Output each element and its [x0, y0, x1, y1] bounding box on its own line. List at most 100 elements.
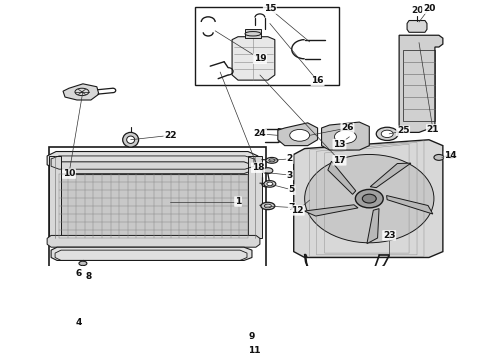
Text: 6: 6	[76, 269, 82, 278]
Ellipse shape	[79, 261, 87, 266]
Ellipse shape	[355, 189, 383, 208]
Text: 10: 10	[63, 169, 75, 178]
Ellipse shape	[434, 154, 444, 160]
Ellipse shape	[264, 181, 276, 187]
Polygon shape	[328, 161, 356, 194]
Text: 17: 17	[333, 156, 346, 165]
Text: 20: 20	[423, 4, 435, 13]
Ellipse shape	[267, 182, 273, 186]
Text: 25: 25	[397, 126, 409, 135]
Text: 11: 11	[248, 346, 260, 355]
Bar	[59, 174, 248, 238]
Text: 21: 21	[427, 125, 439, 134]
Text: 7: 7	[289, 203, 295, 212]
Ellipse shape	[175, 291, 189, 297]
Polygon shape	[232, 37, 275, 80]
Ellipse shape	[290, 130, 310, 141]
Ellipse shape	[122, 132, 139, 147]
Text: 11: 11	[248, 346, 260, 355]
Text: 13: 13	[333, 140, 346, 149]
Text: 19: 19	[254, 54, 266, 63]
Polygon shape	[321, 122, 369, 150]
Polygon shape	[63, 84, 99, 100]
Text: 15: 15	[264, 4, 276, 13]
Ellipse shape	[155, 276, 170, 283]
Text: 18: 18	[252, 163, 264, 172]
Polygon shape	[53, 162, 252, 174]
Text: 21: 21	[427, 125, 439, 134]
Ellipse shape	[381, 130, 393, 138]
Polygon shape	[304, 205, 358, 216]
Text: 23: 23	[383, 231, 395, 240]
Bar	[245, 30, 261, 38]
Text: 16: 16	[311, 76, 324, 85]
Text: 12: 12	[292, 206, 304, 215]
Text: 1: 1	[235, 197, 241, 206]
Text: 25: 25	[397, 126, 409, 135]
Text: 4: 4	[76, 318, 82, 327]
Text: 7: 7	[289, 203, 295, 212]
Text: 3: 3	[287, 171, 293, 180]
Text: 13: 13	[333, 140, 346, 149]
Text: 1: 1	[235, 197, 241, 206]
Text: 16: 16	[311, 76, 324, 85]
Ellipse shape	[216, 307, 224, 316]
Text: 2: 2	[287, 154, 293, 163]
Polygon shape	[294, 140, 443, 257]
Text: 9: 9	[249, 333, 255, 342]
Polygon shape	[399, 35, 443, 132]
Text: 17: 17	[333, 156, 346, 165]
Ellipse shape	[305, 154, 434, 243]
Ellipse shape	[447, 154, 455, 158]
Text: 5: 5	[289, 185, 295, 194]
Ellipse shape	[123, 276, 138, 283]
Text: 3: 3	[287, 171, 293, 180]
Text: 9: 9	[249, 333, 255, 342]
Ellipse shape	[222, 332, 230, 339]
Text: 5: 5	[289, 185, 295, 194]
Ellipse shape	[263, 168, 273, 174]
Ellipse shape	[125, 328, 136, 334]
Bar	[403, 50, 435, 121]
Ellipse shape	[335, 130, 356, 143]
Text: 12: 12	[292, 206, 304, 215]
Ellipse shape	[376, 127, 398, 140]
Text: 23: 23	[383, 231, 395, 240]
Text: 2: 2	[287, 154, 293, 163]
Text: 22: 22	[164, 131, 177, 140]
Polygon shape	[278, 123, 318, 146]
Text: 15: 15	[264, 4, 276, 13]
Text: 18: 18	[252, 163, 264, 172]
Text: 26: 26	[341, 123, 354, 132]
Polygon shape	[47, 235, 260, 247]
Text: 26: 26	[341, 123, 354, 132]
Ellipse shape	[144, 291, 157, 297]
Ellipse shape	[127, 136, 135, 143]
Bar	[49, 147, 266, 271]
Ellipse shape	[261, 202, 275, 210]
Text: 4: 4	[76, 318, 82, 327]
Polygon shape	[370, 163, 411, 188]
Text: 24: 24	[254, 129, 266, 138]
Ellipse shape	[265, 204, 271, 208]
Ellipse shape	[269, 159, 275, 162]
Text: 20: 20	[423, 4, 435, 13]
Ellipse shape	[245, 32, 261, 36]
Text: 24: 24	[254, 129, 266, 138]
Text: 14: 14	[444, 152, 457, 161]
Text: 6: 6	[76, 269, 82, 278]
Polygon shape	[367, 209, 379, 244]
Ellipse shape	[266, 157, 278, 163]
Ellipse shape	[215, 314, 225, 319]
Text: 8: 8	[86, 272, 92, 281]
Text: 22: 22	[164, 131, 177, 140]
Polygon shape	[49, 156, 61, 238]
Text: 8: 8	[86, 272, 92, 281]
Polygon shape	[47, 152, 258, 169]
Polygon shape	[407, 21, 427, 32]
Polygon shape	[387, 195, 433, 214]
Polygon shape	[49, 305, 238, 316]
Ellipse shape	[362, 194, 376, 203]
Text: 19: 19	[254, 54, 266, 63]
Polygon shape	[248, 156, 262, 238]
